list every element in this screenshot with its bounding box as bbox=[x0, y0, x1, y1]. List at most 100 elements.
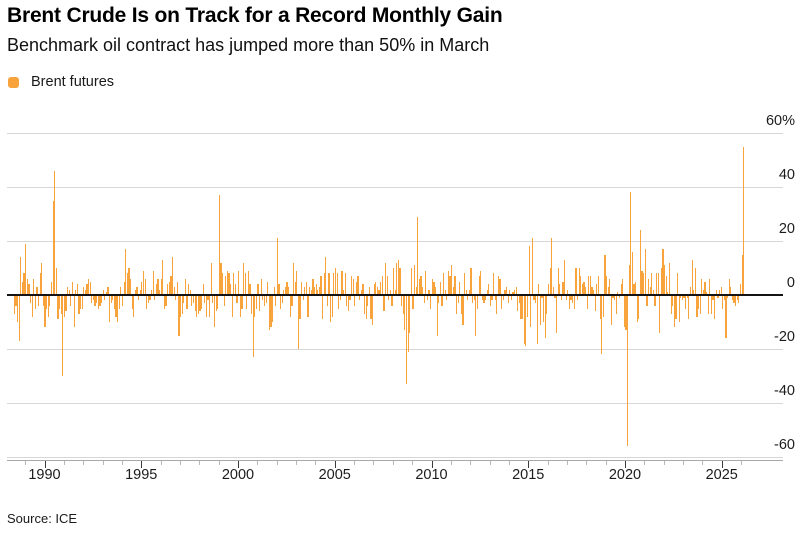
bar bbox=[139, 289, 141, 295]
x-axis-label: 2010 bbox=[415, 467, 448, 483]
bar bbox=[78, 295, 80, 314]
bar bbox=[546, 295, 548, 314]
bar bbox=[312, 278, 314, 295]
bar bbox=[257, 284, 259, 295]
bar bbox=[81, 295, 83, 309]
bar bbox=[212, 295, 214, 304]
x-tick-minor bbox=[586, 461, 588, 465]
bar bbox=[241, 295, 243, 309]
bar bbox=[188, 284, 190, 295]
bar bbox=[207, 295, 209, 301]
x-tick-major bbox=[528, 461, 530, 468]
bar bbox=[21, 281, 24, 295]
bar bbox=[689, 286, 692, 295]
bar bbox=[702, 289, 704, 295]
bar bbox=[656, 273, 658, 295]
bar bbox=[321, 295, 324, 320]
bar bbox=[126, 273, 128, 295]
bar bbox=[743, 146, 745, 295]
y-axis-label: -60 bbox=[774, 437, 795, 453]
bar bbox=[154, 295, 156, 301]
bar bbox=[664, 265, 666, 295]
bar bbox=[430, 295, 432, 309]
bar bbox=[483, 295, 485, 304]
bar bbox=[210, 262, 212, 295]
bar bbox=[89, 281, 91, 295]
bar bbox=[357, 276, 359, 295]
bar bbox=[455, 295, 458, 314]
x-tick-minor bbox=[296, 461, 298, 465]
bar bbox=[47, 295, 49, 317]
bar bbox=[662, 249, 664, 295]
gridline bbox=[7, 457, 783, 458]
bar bbox=[362, 284, 364, 295]
bar bbox=[707, 295, 709, 314]
bar bbox=[152, 270, 154, 295]
bar bbox=[330, 295, 332, 322]
bar bbox=[730, 286, 732, 295]
bar bbox=[475, 295, 477, 336]
bar bbox=[49, 295, 51, 306]
bar bbox=[110, 295, 112, 304]
bar bbox=[612, 295, 614, 298]
bar bbox=[412, 295, 414, 309]
bar bbox=[659, 295, 661, 333]
bar bbox=[20, 257, 22, 295]
x-tick-minor bbox=[702, 461, 704, 465]
bar bbox=[570, 295, 572, 301]
bar bbox=[499, 278, 501, 295]
bar bbox=[497, 276, 500, 295]
x-tick-minor bbox=[83, 461, 85, 465]
bar bbox=[252, 295, 254, 358]
bar bbox=[84, 289, 86, 295]
bar bbox=[310, 289, 312, 295]
x-tick-minor bbox=[315, 461, 317, 465]
bar bbox=[493, 273, 495, 295]
bar bbox=[607, 286, 609, 295]
bar bbox=[433, 281, 435, 295]
bar bbox=[378, 289, 380, 295]
bar bbox=[25, 243, 27, 295]
bar bbox=[688, 295, 690, 320]
bar bbox=[399, 268, 401, 295]
bar bbox=[91, 295, 93, 304]
bar bbox=[372, 295, 374, 325]
bar bbox=[94, 295, 96, 306]
bar bbox=[709, 278, 711, 295]
bar bbox=[622, 278, 624, 295]
x-tick-major bbox=[44, 461, 46, 468]
bar bbox=[262, 295, 264, 301]
bar bbox=[159, 289, 161, 295]
bar bbox=[388, 295, 390, 301]
bar bbox=[389, 289, 391, 295]
bar bbox=[305, 281, 308, 295]
x-tick-minor bbox=[179, 461, 181, 465]
bar bbox=[543, 295, 545, 322]
bar bbox=[428, 289, 430, 295]
bar bbox=[36, 286, 38, 295]
bar bbox=[580, 276, 582, 295]
bar bbox=[739, 284, 742, 295]
x-tick-major bbox=[141, 461, 143, 468]
bar bbox=[181, 295, 183, 314]
x-axis-label: 2020 bbox=[608, 467, 642, 483]
bar bbox=[18, 295, 20, 341]
bar bbox=[572, 295, 574, 304]
legend: Brent futures bbox=[8, 74, 114, 90]
bar bbox=[307, 295, 309, 317]
x-tick-minor bbox=[160, 461, 162, 465]
bar bbox=[423, 295, 425, 304]
bar bbox=[725, 295, 727, 339]
bar bbox=[480, 270, 482, 295]
bar bbox=[533, 295, 535, 301]
bar bbox=[146, 295, 148, 309]
bar bbox=[344, 273, 346, 295]
bar bbox=[444, 289, 446, 295]
bar bbox=[192, 295, 195, 304]
bar bbox=[504, 289, 506, 295]
bar bbox=[178, 295, 180, 336]
bar bbox=[150, 289, 153, 295]
bar bbox=[230, 284, 232, 295]
bar bbox=[13, 295, 15, 314]
bar bbox=[717, 295, 719, 298]
